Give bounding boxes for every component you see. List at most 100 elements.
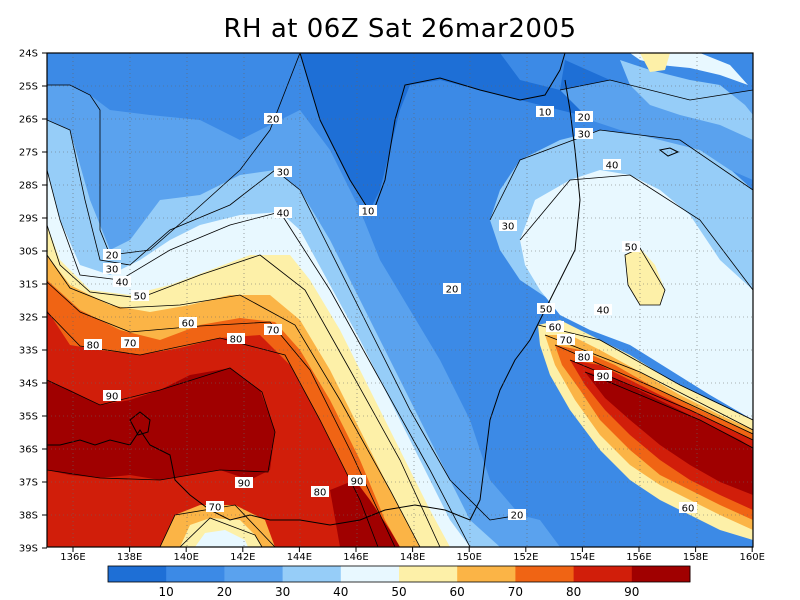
contour-label: 30 [274, 166, 292, 179]
lat-axis: 24S 25S 26S 27S 28S 29S 30S 31S 32S 33S 34S 35S 36S 3… [19, 49, 47, 555]
grid-lines [47, 53, 753, 547]
contour-label-text: 30 [277, 168, 290, 179]
contour-label: 50 [131, 290, 149, 303]
contour-label-bg [622, 241, 640, 252]
contour-label-bg [227, 333, 245, 344]
lat-tick-label: 29S [19, 214, 38, 225]
contour-label-bg [113, 276, 131, 287]
lon-tick-label: 154E [570, 552, 595, 563]
contour-label-bg [546, 321, 564, 332]
contour-label: 30 [499, 220, 517, 233]
contour-label-text: 90 [106, 392, 119, 403]
lat-tick-label: 39S [19, 544, 38, 555]
contour-label-text: 20 [511, 511, 524, 522]
colorbar-swatch [631, 566, 691, 582]
contour-label-text: 60 [182, 319, 195, 330]
contour-label: 70 [264, 324, 282, 337]
contour-label-bg [264, 324, 282, 335]
colorbar-label: 10 [159, 585, 174, 599]
colorbar-swatch [224, 566, 284, 582]
contour-label-bg [84, 339, 102, 350]
contour-label-text: 40 [116, 278, 129, 289]
contour-label: 40 [113, 276, 131, 289]
contour-label-bg [103, 263, 121, 274]
contour-label: 90 [103, 390, 121, 403]
contour-label: 30 [103, 263, 121, 276]
contour-label-bg [499, 220, 517, 231]
colorbar-swatch [108, 566, 167, 582]
contour-label-text: 60 [682, 504, 695, 515]
contour-label-bg [575, 351, 593, 362]
contour-label-text: 30 [578, 130, 591, 141]
colorbar-swatch [340, 566, 400, 582]
contour-label: 40 [603, 159, 621, 172]
lat-tick-label: 38S [19, 511, 38, 522]
band-ne-50 [640, 53, 670, 72]
contour-label-bg [121, 337, 139, 348]
contour-label-text: 50 [134, 292, 147, 303]
band-lt10-north [300, 53, 640, 210]
contour-label: 20 [508, 509, 526, 522]
colorbar-swatch [399, 566, 458, 582]
contour-label: 20 [103, 249, 121, 262]
contour-label-text: 10 [539, 108, 552, 119]
contour-label: 80 [575, 351, 593, 364]
lon-tick-label: 146E [343, 552, 368, 563]
contour-label: 50 [622, 241, 640, 254]
lat-tick-label: 28S [19, 181, 38, 192]
lat-tick-label: 25S [19, 82, 38, 93]
lat-tick-label: 37S [19, 478, 38, 489]
lon-tick-label: 150E [456, 552, 481, 563]
band-south-low-50 [195, 530, 248, 547]
contour-label-text: 70 [124, 339, 137, 350]
lat-tick-label: 34S [19, 379, 38, 390]
contour-label-text: 90 [597, 372, 610, 383]
colorbar: 10 20 30 40 50 60 70 80 90 [107, 565, 691, 599]
contour-label: 70 [557, 334, 575, 347]
contour-label: 60 [179, 317, 197, 330]
lat-tick-label: 32S [19, 313, 38, 324]
colorbar-label: 60 [450, 585, 465, 599]
band-east-gt90 [585, 372, 753, 495]
contour-label-bg [235, 477, 253, 488]
contour-label: 70 [121, 337, 139, 350]
contour-label-text: 40 [606, 161, 619, 172]
contour-label: 60 [546, 321, 564, 334]
contour-label-bg [264, 113, 282, 124]
contour-label: 10 [536, 106, 554, 119]
colorbar-swatch [515, 566, 575, 582]
contour-label-bg [359, 205, 377, 216]
lat-tick-label: 36S [19, 445, 38, 456]
contour-labels: 10 10 20 20 20 20 20 30 30 30 30 40 40 40 40 50 50 50 60 60… [84, 106, 697, 522]
contour-label-text: 80 [314, 488, 327, 499]
contour-label-text: 70 [209, 503, 222, 514]
contour-label-text: 70 [560, 336, 573, 347]
lon-tick-label: 160E [739, 552, 764, 563]
contour-label-bg [537, 303, 555, 314]
contour-label: 40 [274, 207, 292, 220]
contour-label-bg [557, 334, 575, 345]
contour-label-bg [131, 290, 149, 301]
contour-label-text: 20 [446, 285, 459, 296]
lon-tick-label: 142E [230, 552, 255, 563]
contour-label-text: 80 [578, 353, 591, 364]
contour-label-bg [575, 111, 593, 122]
band-lt10-west [47, 53, 300, 100]
contour-label-text: 40 [597, 306, 610, 317]
lat-tick-label: 26S [19, 115, 38, 126]
colorbar-swatch [282, 566, 342, 582]
colorbar-label: 70 [508, 585, 523, 599]
lon-tick-label: 158E [683, 552, 708, 563]
contour-label-text: 40 [277, 209, 290, 220]
contour-label-text: 90 [351, 477, 364, 488]
contour-label-bg [274, 166, 292, 177]
contour-label: 40 [594, 304, 612, 317]
contour-label-text: 20 [267, 115, 280, 126]
colorbar-label: 20 [217, 585, 232, 599]
contour-label-text: 50 [540, 305, 553, 316]
lon-tick-label: 148E [400, 552, 425, 563]
contour-label: 20 [443, 283, 461, 296]
contour-lines [47, 53, 753, 547]
contour-label: 80 [227, 333, 245, 346]
